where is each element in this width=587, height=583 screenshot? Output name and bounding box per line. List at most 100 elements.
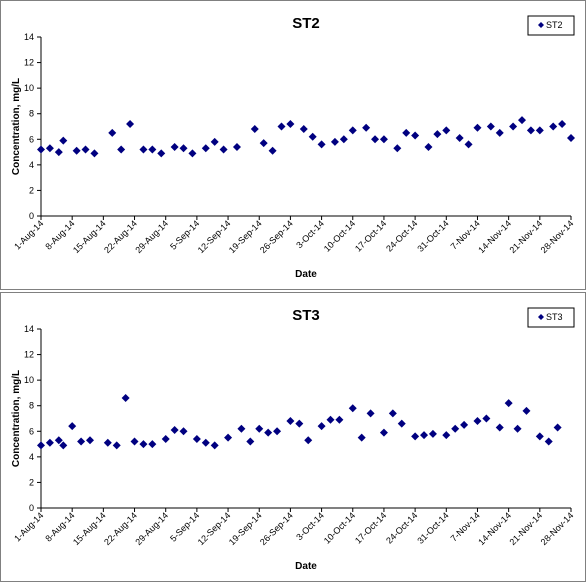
data-point-st2 (330, 137, 339, 146)
data-point-st2 (558, 119, 567, 128)
data-point-st3 (45, 438, 54, 447)
x-tick-label: 21-Nov-14 (507, 218, 544, 255)
data-point-st3 (420, 431, 429, 440)
data-point-st3 (513, 424, 522, 433)
x-tick-label: 29-Aug-14 (133, 218, 170, 255)
y-tick-label: 8 (29, 401, 34, 411)
data-point-st3 (59, 441, 68, 450)
x-tick-label: 17-Oct-14 (353, 218, 388, 253)
x-axis-label: Date (295, 561, 317, 572)
data-point-st3 (326, 415, 335, 424)
data-point-st2 (54, 148, 63, 157)
x-tick-label: 21-Nov-14 (507, 510, 544, 547)
y-axis-label: Concentration, mg/L (11, 370, 22, 467)
data-point-st2 (411, 131, 420, 140)
legend-box (527, 15, 575, 36)
x-tick-label: 17-Oct-14 (353, 510, 388, 545)
data-point-st3 (179, 427, 188, 436)
data-point-st2 (495, 128, 504, 137)
data-point-st2 (139, 145, 148, 154)
legend-marker (538, 22, 544, 28)
x-tick-label: 31-Oct-14 (415, 218, 450, 253)
x-tick-label: 15-Aug-14 (71, 510, 108, 547)
y-tick-label: 6 (29, 426, 34, 436)
chart-svg-st2: ST2024681012141-Aug-148-Aug-1415-Aug-142… (11, 15, 575, 280)
data-point-st2 (424, 142, 433, 151)
data-point-st2 (219, 145, 228, 154)
data-point-st3 (130, 437, 139, 446)
data-point-st2 (108, 128, 117, 137)
data-point-st2 (210, 137, 219, 146)
data-point-st3 (273, 427, 282, 436)
data-point-st2 (250, 125, 259, 134)
data-point-st3 (255, 424, 264, 433)
x-tick-label: 10-Oct-14 (322, 510, 357, 545)
data-point-st2 (299, 125, 308, 134)
data-point-st2 (117, 145, 126, 154)
data-point-st3 (103, 438, 112, 447)
data-point-st3 (482, 414, 491, 423)
x-tick-label: 14-Nov-14 (476, 510, 513, 547)
legend-marker (538, 314, 544, 320)
data-point-st3 (348, 404, 357, 413)
y-tick-label: 4 (29, 452, 34, 462)
data-point-st3 (139, 440, 148, 449)
data-point-st3 (451, 424, 460, 433)
y-tick-label: 14 (24, 32, 34, 42)
legend-label: ST3 (546, 312, 563, 322)
data-point-st2 (567, 134, 575, 143)
data-point-st2 (379, 135, 388, 144)
legend: ST3 (527, 307, 575, 328)
data-point-st2 (433, 130, 442, 139)
data-point-st2 (464, 140, 473, 149)
x-tick-label: 15-Aug-14 (71, 218, 108, 255)
y-tick-label: 0 (29, 211, 34, 221)
x-tick-label: 24-Oct-14 (384, 510, 419, 545)
data-point-st3 (201, 438, 210, 447)
data-point-st3 (148, 440, 157, 449)
data-point-st3 (379, 428, 388, 437)
data-point-st3 (522, 406, 531, 415)
data-point-st3 (121, 394, 130, 403)
data-point-st2 (37, 145, 45, 154)
data-point-st2 (339, 135, 348, 144)
data-point-st2 (362, 123, 371, 132)
data-point-st3 (397, 419, 406, 428)
y-tick-label: 10 (24, 83, 34, 93)
legend-box (527, 307, 575, 328)
data-point-st2 (348, 126, 357, 135)
data-point-st2 (126, 119, 135, 128)
chart-panel-st3: ST3 0 2 4 6 8 10 12 14 1-Aug-14 8-Aug-14 15-Aug-14 2… (0, 292, 586, 582)
y-tick-label: 0 (29, 503, 34, 513)
data-point-st2 (393, 144, 402, 153)
data-point-st2 (509, 122, 518, 131)
data-point-st3 (304, 436, 313, 445)
data-point-st3 (335, 415, 344, 424)
data-point-st2 (455, 134, 464, 143)
data-point-st3 (473, 417, 482, 426)
data-point-st2 (308, 132, 317, 141)
data-point-st2 (90, 149, 99, 158)
data-point-st3 (192, 434, 201, 443)
x-tick-label: 19-Sep-14 (227, 218, 264, 255)
data-point-st3 (170, 426, 179, 435)
x-tick-label: 1-Aug-14 (12, 218, 45, 251)
data-point-st3 (85, 436, 94, 445)
data-point-st3 (411, 432, 420, 441)
data-point-st3 (210, 441, 219, 450)
x-tick-label: 3-Oct-14 (294, 510, 326, 542)
data-point-st2 (371, 135, 380, 144)
x-tick-label: 26-Sep-14 (258, 218, 295, 255)
data-point-st2 (179, 144, 188, 153)
x-axis-label: Date (295, 269, 317, 280)
data-point-st3 (68, 422, 77, 431)
data-point-st2 (157, 149, 166, 158)
data-point-st2 (170, 142, 179, 151)
data-point-st3 (295, 419, 304, 428)
y-tick-label: 2 (29, 477, 34, 487)
data-point-st2 (402, 128, 411, 137)
data-point-st3 (224, 433, 233, 442)
data-point-st2 (526, 126, 535, 135)
data-point-st2 (486, 122, 495, 131)
data-point-st2 (232, 142, 241, 151)
